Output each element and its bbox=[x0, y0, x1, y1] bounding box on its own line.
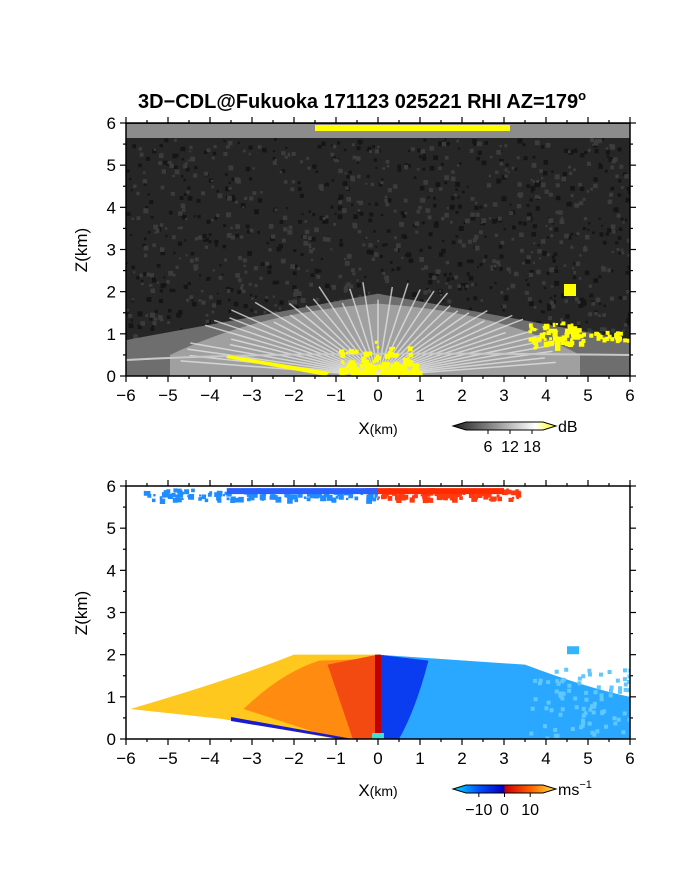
velocity-colorbar: ms−1 −10 0 10 bbox=[451, 779, 592, 819]
velocity-x-tick-label: −3 bbox=[242, 749, 261, 768]
velocity-x-tick-label: −4 bbox=[200, 749, 219, 768]
intensity-x-tick-label: −2 bbox=[284, 386, 303, 405]
velocity-scattered-cells bbox=[529, 667, 630, 739]
intensity-x-tick-label: −1 bbox=[326, 386, 345, 405]
velocity-near-field-cell bbox=[372, 733, 384, 739]
intensity-x-tick-label: −6 bbox=[116, 386, 135, 405]
intensity-noise-dark bbox=[126, 138, 630, 376]
velocity-axes: −6 −5 −4 −3 −2 −1 0 1 2 3 4 5 6 0 1 2 3 4 5 6 bbox=[107, 477, 636, 768]
intensity-fan-ray bbox=[377, 289, 421, 376]
velocity-x-tick-label: 0 bbox=[373, 749, 382, 768]
intensity-x-tick-label: −5 bbox=[158, 386, 177, 405]
velocity-upper-layer bbox=[143, 488, 522, 504]
intensity-y-tick-label: 5 bbox=[107, 156, 116, 175]
intensity-y-tick-label: 6 bbox=[107, 114, 116, 133]
intensity-colorbar: dB 6 12 18 bbox=[451, 419, 578, 456]
intensity-colorbar-bar bbox=[451, 421, 558, 431]
velocity-colorbar-bar bbox=[451, 784, 558, 794]
velocity-boundary-layer bbox=[130, 646, 630, 739]
intensity-saturated-cells bbox=[528, 284, 630, 351]
intensity-axes: −6 −5 −4 −3 −2 −1 0 1 2 3 4 5 6 0 1 2 3 4 5 6 bbox=[107, 114, 636, 405]
intensity-noise-field bbox=[126, 138, 630, 376]
intensity-colorbar-unit: dB bbox=[558, 419, 578, 436]
intensity-plot-area bbox=[126, 123, 630, 376]
intensity-x-tick-label: 5 bbox=[583, 386, 592, 405]
intensity-x-axis-label: X(km) bbox=[358, 419, 397, 438]
intensity-fan-ray bbox=[377, 304, 451, 376]
intensity-colorbar-tick-label: 6 bbox=[484, 439, 493, 456]
chart-title: 3D−CDL@Fukuoka 171123 025221 RHI AZ=179o bbox=[138, 88, 586, 113]
velocity-y-tick-label: 5 bbox=[107, 519, 116, 538]
intensity-noise-light bbox=[126, 138, 630, 376]
intensity-fan-ray bbox=[377, 286, 394, 376]
velocity-x-tick-label: 2 bbox=[457, 749, 466, 768]
velocity-colorbar-tick-label: −10 bbox=[465, 802, 492, 819]
velocity-x-tick-label: −5 bbox=[158, 749, 177, 768]
intensity-fan-ray bbox=[377, 292, 449, 376]
velocity-y-tick-label: 3 bbox=[107, 604, 116, 623]
intensity-x-tick-label: 0 bbox=[373, 386, 382, 405]
velocity-y-tick-label: 4 bbox=[107, 561, 116, 580]
velocity-colorbar-unit: ms−1 bbox=[558, 779, 592, 799]
intensity-colorbar-tick-label: 18 bbox=[523, 439, 541, 456]
intensity-x-tick-label: −4 bbox=[200, 386, 219, 405]
intensity-x-tick-label: −3 bbox=[242, 386, 261, 405]
velocity-upper-layer-core-left bbox=[226, 488, 378, 495]
intensity-fan-ray bbox=[254, 301, 379, 376]
intensity-y-tick-label: 1 bbox=[107, 325, 116, 344]
intensity-y-tick-label: 4 bbox=[107, 198, 116, 217]
intensity-colorbar-tick-label: 12 bbox=[501, 439, 519, 456]
velocity-y-tick-label: 1 bbox=[107, 688, 116, 707]
intensity-fan-ray bbox=[377, 283, 409, 376]
intensity-x-tick-label: 6 bbox=[625, 386, 634, 405]
velocity-y-tick-label: 2 bbox=[107, 646, 116, 665]
velocity-upper-layer-core bbox=[365, 488, 504, 495]
intensity-colorbar-ticks: 6 12 18 bbox=[484, 430, 541, 456]
velocity-colorbar-tick-label: 10 bbox=[521, 802, 539, 819]
intensity-fan-ray bbox=[377, 290, 435, 376]
velocity-x-tick-label: 3 bbox=[499, 749, 508, 768]
intensity-x-tick-label: 1 bbox=[415, 386, 424, 405]
velocity-away-region-core bbox=[327, 654, 378, 739]
intensity-y-tick-label: 3 bbox=[107, 241, 116, 260]
velocity-x-tick-label: 1 bbox=[415, 749, 424, 768]
velocity-isolated-cell bbox=[567, 646, 579, 655]
velocity-y-axis-label: Z(km) bbox=[72, 591, 91, 635]
velocity-x-tick-label: −1 bbox=[326, 749, 345, 768]
velocity-x-tick-label: 5 bbox=[583, 749, 592, 768]
intensity-y-axis-label: Z(km) bbox=[72, 228, 91, 272]
intensity-upper-saturated-layer bbox=[315, 125, 510, 131]
velocity-y-tick-label: 0 bbox=[107, 730, 116, 749]
velocity-colorbar-ticks: −10 0 10 bbox=[465, 793, 539, 819]
intensity-saturated-surface-streak bbox=[226, 355, 330, 376]
intensity-x-tick-label: 4 bbox=[541, 386, 550, 405]
velocity-x-tick-label: 6 bbox=[625, 749, 634, 768]
velocity-zero-line bbox=[375, 654, 381, 739]
velocity-toward-region-core bbox=[378, 654, 429, 739]
velocity-plot-area bbox=[126, 486, 630, 739]
velocity-y-tick-label: 6 bbox=[107, 477, 116, 496]
intensity-x-tick-label: 2 bbox=[457, 386, 466, 405]
velocity-colorbar-tick-label: 0 bbox=[500, 802, 509, 819]
velocity-toward-region bbox=[378, 654, 630, 739]
velocity-x-tick-label: 4 bbox=[541, 749, 550, 768]
velocity-x-axis-label: X(km) bbox=[358, 781, 397, 800]
intensity-y-tick-label: 0 bbox=[107, 367, 116, 386]
intensity-saturated-echoes bbox=[226, 284, 630, 376]
velocity-x-tick-label: −6 bbox=[116, 749, 135, 768]
intensity-saturated-core bbox=[339, 340, 423, 376]
intensity-y-tick-label: 2 bbox=[107, 283, 116, 302]
intensity-x-tick-label: 3 bbox=[499, 386, 508, 405]
velocity-x-tick-label: −2 bbox=[284, 749, 303, 768]
velocity-surface-fold-streak bbox=[231, 717, 353, 739]
